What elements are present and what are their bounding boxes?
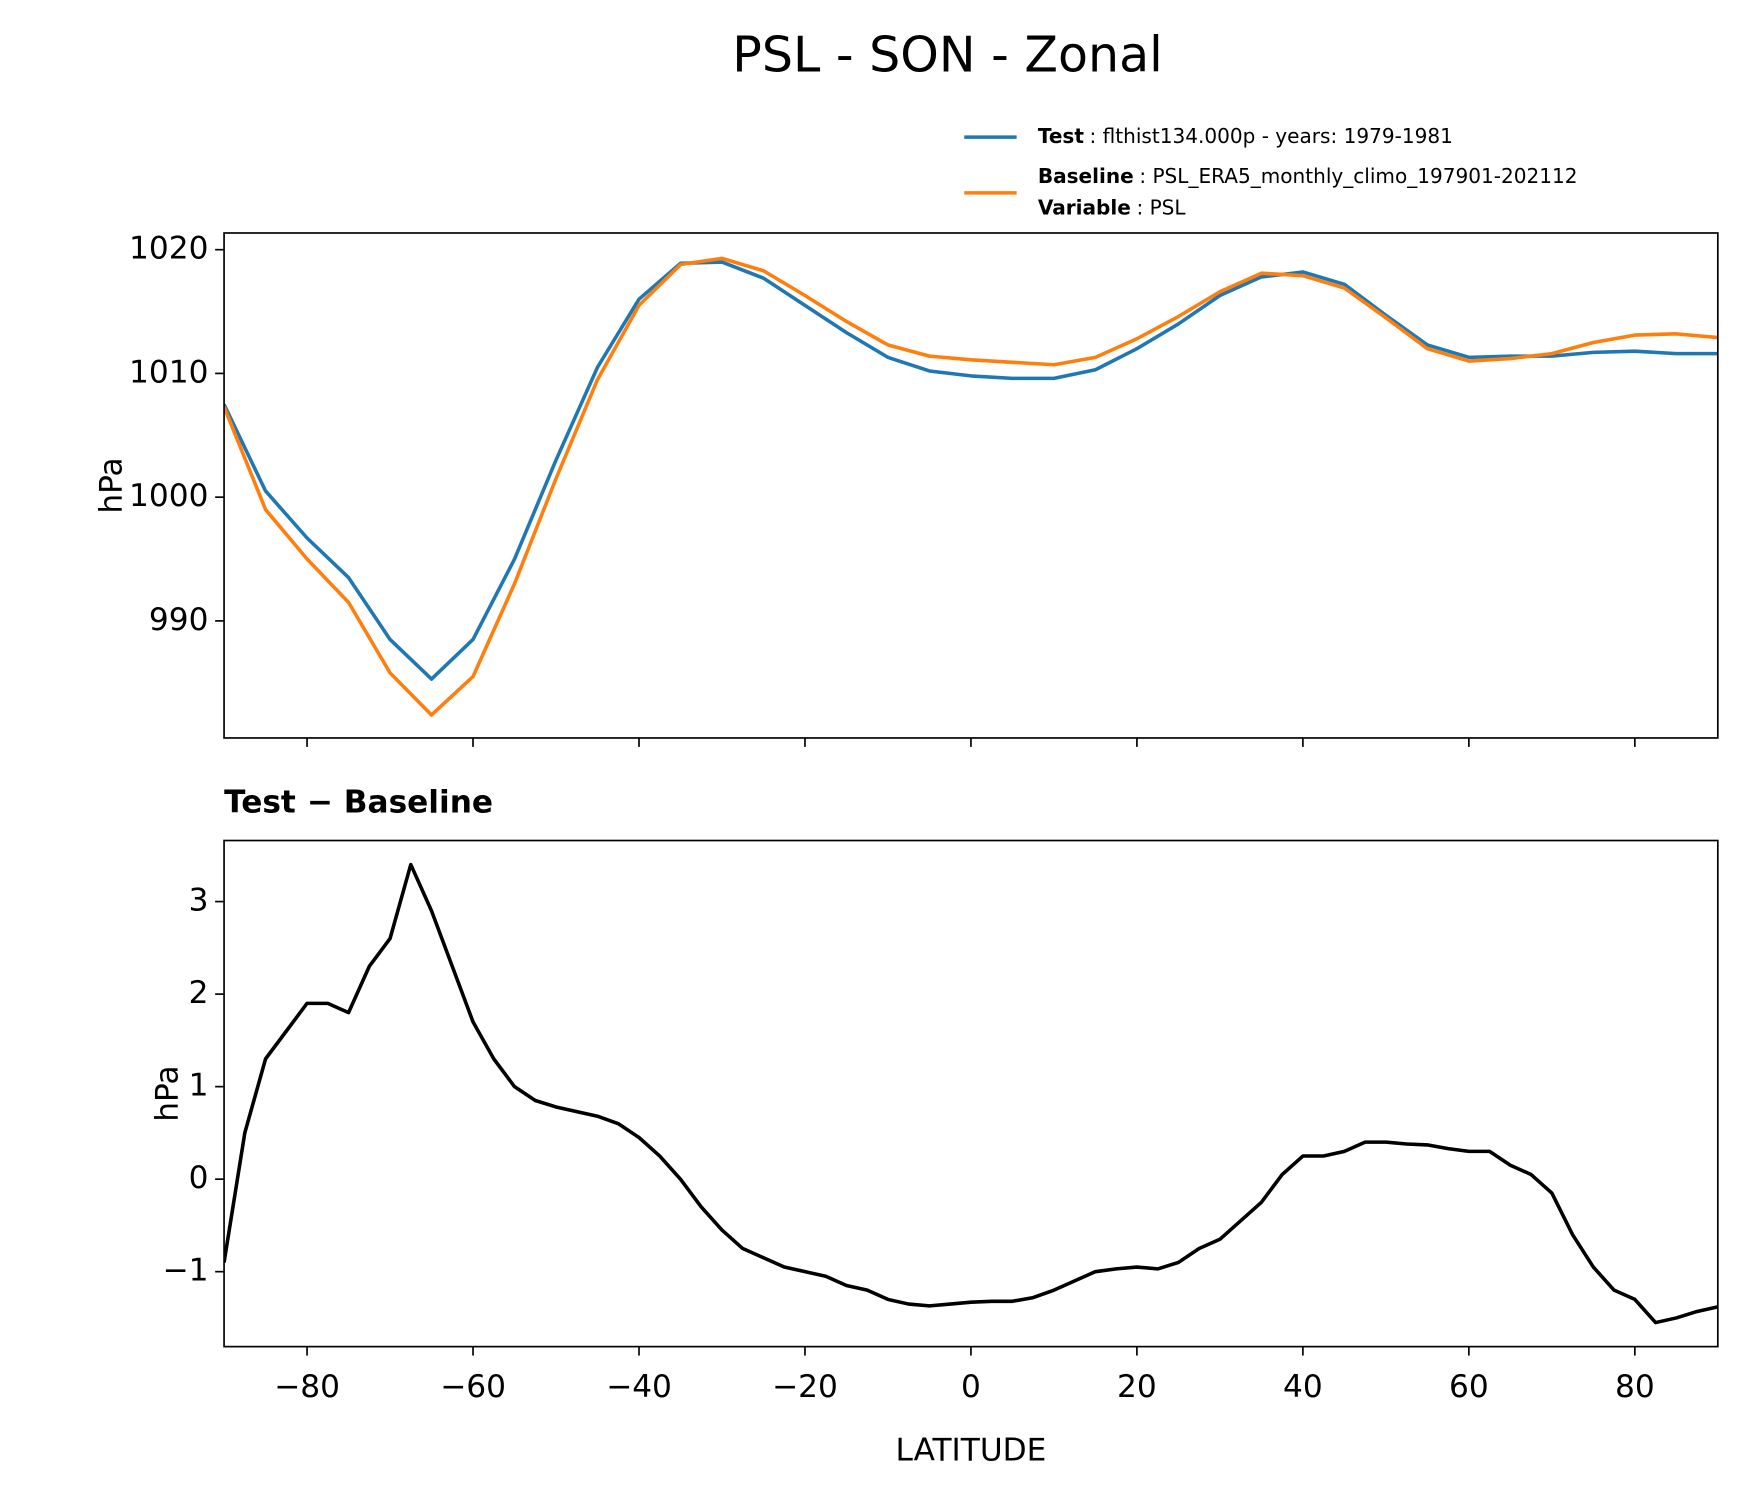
y-tick-label: 990 [149, 602, 209, 638]
y-axis-label: hPa [149, 1065, 185, 1121]
y-tick-label: 1020 [129, 231, 208, 267]
legend-label: Baseline: PSL_ERA5_monthly_climo_197901-… [1038, 164, 1578, 188]
y-tick-label: 1000 [129, 478, 208, 514]
figure-title: PSL - SON - Zonal [732, 25, 1162, 83]
axes-title: Test − Baseline [224, 785, 493, 821]
x-tick-label: 40 [1283, 1369, 1323, 1405]
y-tick-label: −1 [162, 1253, 208, 1289]
axes-frame [223, 232, 1719, 739]
y-tick-label: 0 [189, 1160, 209, 1196]
y-tick-label: 2 [189, 975, 209, 1011]
x-tick-label: −80 [274, 1369, 340, 1405]
y-tick-label: 1010 [129, 354, 208, 390]
legend-name: Test [1038, 124, 1085, 148]
legend-label: Variable: PSL [1038, 195, 1187, 219]
legend-variable-label: Variable [1038, 195, 1131, 219]
axes-frame [223, 839, 1719, 1348]
legend-variable: : PSL [1136, 195, 1186, 219]
x-tick-label: −40 [606, 1369, 672, 1405]
legend-description: : PSL_ERA5_monthly_climo_197901-202112 [1139, 164, 1577, 188]
x-axis-label: LATITUDE [895, 1432, 1046, 1468]
x-tick-label: −20 [772, 1369, 838, 1405]
legend-label: Test: flthist134.000p - years: 1979-1981 [1038, 124, 1453, 148]
x-tick-label: 0 [961, 1369, 981, 1405]
x-tick-label: 80 [1615, 1369, 1655, 1405]
y-tick-label: 1 [189, 1068, 209, 1104]
y-axis-label: hPa [94, 457, 130, 513]
x-tick-label: −60 [440, 1369, 506, 1405]
data-line [224, 260, 1718, 681]
y-tick-label: 3 [189, 883, 209, 919]
legend-description: : flthist134.000p - years: 1979-1981 [1090, 124, 1453, 148]
data-line [224, 862, 1718, 1325]
x-tick-label: 20 [1117, 1369, 1157, 1405]
legend-name: Baseline [1038, 164, 1134, 188]
x-tick-label: 60 [1449, 1369, 1489, 1405]
data-line [224, 256, 1718, 717]
